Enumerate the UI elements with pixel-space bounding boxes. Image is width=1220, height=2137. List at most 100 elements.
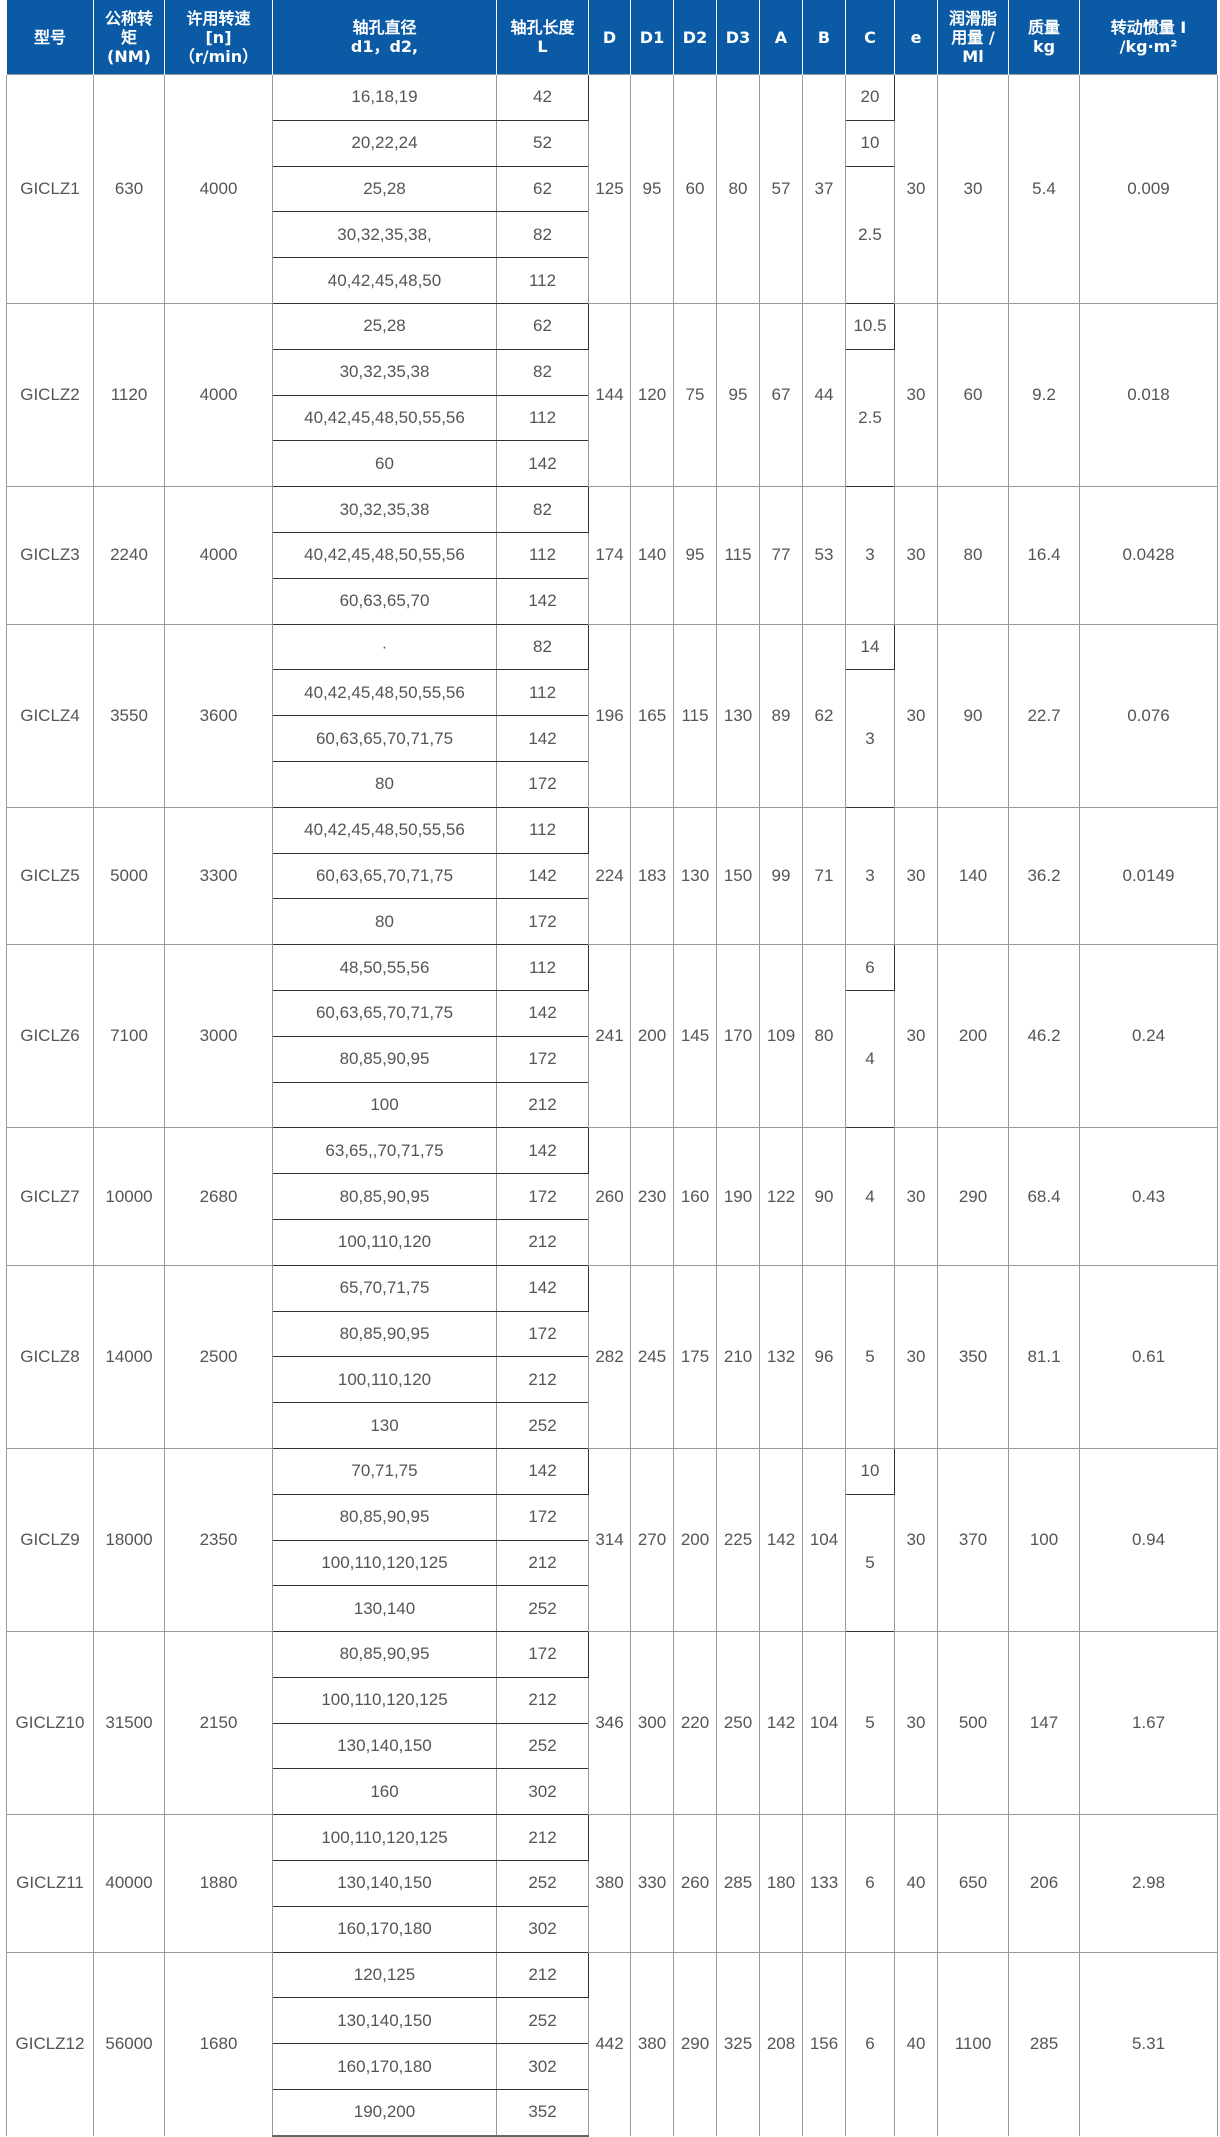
dim-b-cell: 133 <box>802 1814 846 1953</box>
header-speed: 许用转速 [n] （r/min） <box>164 0 273 75</box>
dim-d-cell: 224 <box>588 806 631 945</box>
dim-d1-cell: 95 <box>630 74 674 304</box>
dim-a-cell: 142 <box>759 1631 803 1815</box>
bore-length-cell: 212 <box>496 1081 589 1129</box>
bore-diameter-cell: 100,110,120 <box>272 1356 497 1404</box>
bore-diameter-cell: 130,140,150 <box>272 1997 497 2045</box>
dim-d2-cell: 200 <box>673 1447 717 1632</box>
dim-c-cell: 10 <box>845 119 895 167</box>
speed-cell: 1880 <box>164 1814 273 1953</box>
inertia-cell: 0.94 <box>1079 1447 1218 1632</box>
torque-cell: 10000 <box>93 1127 165 1266</box>
bore-diameter-cell: 160,170,180 <box>272 1905 497 1953</box>
bore-length-cell: 62 <box>496 165 589 213</box>
bore-diameter-cell: 80,85,90,95 <box>272 1173 497 1220</box>
bore-length-cell: 172 <box>496 898 589 946</box>
bore-length-cell: 142 <box>496 1264 589 1312</box>
speed-cell: 2150 <box>164 1631 273 1815</box>
dim-d2-cell: 75 <box>673 302 717 487</box>
bore-diameter-cell: 16,18,19 <box>272 74 497 121</box>
dim-a-cell: 77 <box>759 486 803 625</box>
table-row: 160 302 <box>7 1768 1218 1816</box>
dim-d3-cell: 325 <box>716 1951 760 2136</box>
dim-d1-cell: 245 <box>630 1264 674 1449</box>
bore-diameter-cell: 100,110,120,125 <box>272 1814 497 1862</box>
bore-diameter-cell: 40,42,45,48,50,55,56 <box>272 394 497 442</box>
speed-cell: 1680 <box>164 1951 273 2136</box>
bore-length-cell: 112 <box>496 669 589 717</box>
mass-cell: 16.4 <box>1008 486 1080 625</box>
dim-d1-cell: 165 <box>630 623 674 808</box>
table-row: GICLZ4 3550 3600 · 82 196 165 115 130 89 62 14 30 90 2… <box>6 623 1218 808</box>
dim-d2-cell: 115 <box>673 623 717 808</box>
header-d: D <box>588 0 631 75</box>
header-bore-diameter: 轴孔直径 d1，d2, <box>272 0 497 75</box>
dim-d-cell: 174 <box>588 486 631 625</box>
dim-e-cell: 30 <box>894 1127 938 1266</box>
bore-length-cell: 52 <box>496 119 589 167</box>
table-row: GICLZ9 18000 2350 70,71,75 142 314 270 200 225 14… <box>6 1447 1218 1632</box>
dim-c-cell: 2.5 <box>845 165 895 304</box>
dim-d-cell: 282 <box>588 1264 631 1449</box>
torque-cell: 56000 <box>93 1951 165 2136</box>
dim-a-cell: 99 <box>759 806 803 945</box>
inertia-cell: 0.018 <box>1079 302 1218 487</box>
dim-a-cell: 132 <box>759 1264 803 1449</box>
coupling-spec-table: 型号 公称转 矩 (NM) 许用转速 [n] （r/min） 轴孔直径 d1，d2, 轴… <box>6 0 1218 2137</box>
model-cell: GICLZ2 <box>6 302 94 487</box>
torque-cell: 3550 <box>93 623 165 808</box>
bore-length-cell: 112 <box>496 944 589 991</box>
dim-d-cell: 144 <box>588 302 631 487</box>
bore-diameter-cell: · <box>272 623 497 671</box>
speed-cell: 2350 <box>164 1447 273 1632</box>
dim-e-cell: 30 <box>894 806 938 945</box>
mass-cell: 22.7 <box>1008 623 1080 808</box>
header-model: 型号 <box>6 0 94 75</box>
header-d3: D3 <box>716 0 760 75</box>
mass-cell: 147 <box>1008 1631 1080 1815</box>
grease-cell: 30 <box>937 74 1009 304</box>
mass-cell: 68.4 <box>1008 1127 1080 1266</box>
torque-cell: 18000 <box>93 1447 165 1632</box>
bore-length-cell: 142 <box>496 852 589 900</box>
dim-d3-cell: 285 <box>716 1814 760 1953</box>
dim-d3-cell: 150 <box>716 806 760 945</box>
header-e: e <box>894 0 938 75</box>
bore-length-cell: 142 <box>496 440 589 488</box>
table-row: 40,42,45,48,50,55,56 112 <box>7 394 1218 442</box>
header-torque: 公称转 矩 (NM) <box>93 0 165 75</box>
bore-length-cell: 112 <box>496 531 589 579</box>
table-row: 40,42,45,48,50,55,56 112 <box>7 531 1218 579</box>
bore-length-cell: 82 <box>496 348 589 396</box>
dim-d-cell: 442 <box>588 1951 631 2136</box>
inertia-cell: 0.0149 <box>1079 806 1218 945</box>
bore-length-cell: 142 <box>496 715 589 762</box>
dim-d-cell: 125 <box>588 74 631 304</box>
bore-diameter-cell: 130 <box>272 1402 497 1449</box>
table-row: 80 172 <box>7 898 1218 946</box>
inertia-cell: 1.67 <box>1079 1631 1218 1815</box>
bore-diameter-cell: 100,110,120,125 <box>272 1676 497 1724</box>
bore-diameter-cell: 70,71,75 <box>272 1447 497 1495</box>
bore-diameter-cell: 60,63,65,70 <box>272 577 497 625</box>
table-row: 40,42,45,48,50,55,56 112 3 <box>7 669 1218 808</box>
header-a: A <box>759 0 803 75</box>
table-row: GICLZ3 2240 4000 30,32,35,38 82 174 140 95 115 77… <box>6 486 1218 625</box>
header-mass: 质量 kg <box>1008 0 1080 75</box>
dim-a-cell: 57 <box>759 74 803 304</box>
dim-d2-cell: 175 <box>673 1264 717 1449</box>
grease-cell: 200 <box>937 944 1009 1128</box>
mass-cell: 9.2 <box>1008 302 1080 487</box>
inertia-cell: 0.0428 <box>1079 486 1218 625</box>
dim-d3-cell: 130 <box>716 623 760 808</box>
table-row: 25,28 62 2.5 <box>7 165 1218 304</box>
speed-cell: 3000 <box>164 944 273 1128</box>
model-cell: GICLZ6 <box>6 944 94 1128</box>
bore-length-cell: 172 <box>496 1631 589 1678</box>
bore-diameter-cell: 80,85,90,95 <box>272 1035 497 1083</box>
table-row: 130,140,150 252 <box>7 1860 1218 1907</box>
dim-b-cell: 71 <box>802 806 846 945</box>
dim-d1-cell: 140 <box>630 486 674 625</box>
bore-length-cell: 112 <box>496 257 589 304</box>
dim-e-cell: 30 <box>894 74 938 304</box>
